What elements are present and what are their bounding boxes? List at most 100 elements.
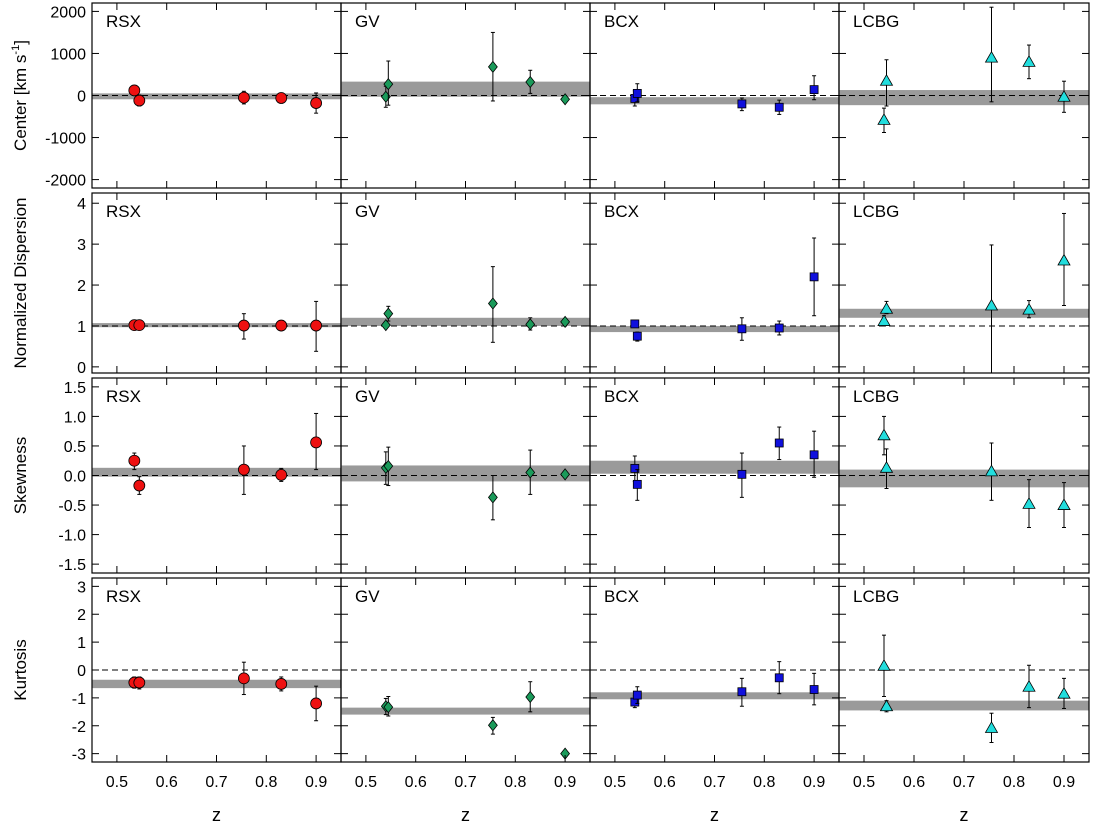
panel-rsx-row-3: RSX <box>91 577 342 763</box>
x-axis-label: z <box>212 805 221 825</box>
panel-label-lcbg: LCBG <box>853 387 899 406</box>
data-point-bcx <box>774 673 784 683</box>
confidence-band <box>590 325 839 333</box>
data-point-lcbg <box>1022 497 1036 509</box>
data-point-lcbg <box>879 301 894 314</box>
data-point-gv <box>525 466 536 479</box>
panel-label-rsx: RSX <box>106 387 141 406</box>
data-point-gv <box>487 60 498 74</box>
y-axis-label: Skewness <box>11 437 30 514</box>
panel-content <box>839 212 1089 373</box>
y-tick-label: 0 <box>77 663 86 680</box>
data-point-gv <box>560 468 571 481</box>
panel-label-rsx: RSX <box>106 587 141 606</box>
panel-label-lcbg: LCBG <box>853 587 899 606</box>
y-tick-label: 1000 <box>50 46 86 63</box>
data-point-bcx <box>774 102 784 112</box>
x-tick-label: 0.6 <box>156 774 178 791</box>
data-point-lcbg <box>877 113 891 125</box>
y-tick-label: 1 <box>77 635 86 652</box>
data-point-bcx <box>809 272 819 282</box>
x-tick-label: 0.9 <box>803 774 825 791</box>
data-point-bcx <box>809 685 819 694</box>
panel-label-bcx: BCX <box>604 202 639 221</box>
panel-lcbg-row-0: LCBG <box>838 2 1090 189</box>
panel-lcbg-row-1: LCBG <box>838 192 1090 374</box>
y-axis-label-main: Normalized Dispersion <box>11 197 30 368</box>
confidence-band <box>590 460 839 474</box>
y-tick-label: 2 <box>77 607 86 624</box>
panel-content <box>839 634 1089 743</box>
x-axis-label: z <box>710 805 719 825</box>
data-point-rsx <box>275 469 288 481</box>
panel-label-rsx: RSX <box>106 12 141 31</box>
y-tick-label: 2 <box>77 278 86 295</box>
y-tick-label: 1.5 <box>64 380 86 397</box>
data-point-gv <box>383 78 394 91</box>
confidence-band <box>92 93 341 100</box>
data-point-lcbg <box>984 464 999 477</box>
data-point-lcbg <box>877 428 891 441</box>
x-tick-label: 0.8 <box>255 774 277 791</box>
data-point-gv <box>525 690 536 704</box>
confidence-band <box>839 700 1089 711</box>
y-tick-label: -2000 <box>45 173 86 190</box>
data-point-bcx <box>630 319 640 329</box>
confidence-band <box>590 97 839 105</box>
panel-bcx-row-3: BCX <box>589 577 840 763</box>
panel-content <box>590 237 839 342</box>
panel-content <box>590 426 839 501</box>
data-point-bcx <box>630 464 640 473</box>
panel-label-bcx: BCX <box>604 387 639 406</box>
panel-content <box>341 31 590 108</box>
data-point-bcx <box>809 450 819 460</box>
data-point-bcx <box>737 687 747 697</box>
x-tick-label: 0.9 <box>1053 774 1075 791</box>
y-tick-label: 3 <box>77 579 86 596</box>
data-point-lcbg <box>1057 89 1071 102</box>
data-point-gv <box>487 297 498 310</box>
y-tick-label: -1.5 <box>58 557 86 574</box>
panel-content <box>92 412 341 495</box>
y-axis-label-close: ] <box>11 40 30 45</box>
panel-content <box>92 300 341 352</box>
confidence-band <box>590 692 839 700</box>
panel-content <box>590 75 839 115</box>
x-tick-label: 0.6 <box>405 774 427 791</box>
panel-gv-row-2: GV <box>340 377 591 574</box>
confidence-band <box>92 323 341 328</box>
data-point-rsx <box>310 436 323 449</box>
y-axis-label-main: Kurtosis <box>11 639 30 700</box>
y-tick-label: 0.5 <box>64 439 86 456</box>
y-tick-label: 4 <box>77 196 86 213</box>
data-point-lcbg <box>1057 686 1071 699</box>
x-tick-label: 0.7 <box>205 774 227 791</box>
data-point-lcbg <box>1022 679 1036 692</box>
data-point-gv <box>487 719 498 732</box>
data-point-bcx <box>632 479 642 489</box>
data-point-gv <box>383 700 394 714</box>
data-point-lcbg <box>1057 253 1071 266</box>
panel-bcx-row-0: BCX <box>589 2 840 189</box>
confidence-band <box>341 707 590 715</box>
x-axis-label: z <box>461 805 470 825</box>
panel-content <box>92 84 341 114</box>
data-point-rsx <box>133 676 146 689</box>
confidence-band <box>341 317 590 326</box>
data-point-rsx <box>128 454 141 467</box>
panel-label-lcbg: LCBG <box>853 12 899 31</box>
panel-label-rsx: RSX <box>106 202 141 221</box>
row-0: RSX GV BCX LCBG -2000 -1000 0 1000 2000 Center [k… <box>10 2 1090 190</box>
x-tick-label: 0.8 <box>504 774 526 791</box>
data-point-rsx <box>310 697 323 710</box>
x-tick-label: 0.7 <box>703 774 725 791</box>
panel-content <box>92 661 341 722</box>
data-point-gv <box>383 307 394 320</box>
y-tick-label: 0 <box>77 89 86 106</box>
panel-gv-row-0: GV <box>340 2 591 189</box>
y-tick-label: 3 <box>77 237 86 254</box>
data-point-lcbg <box>984 298 999 311</box>
y-tick-label: -0.5 <box>58 498 86 515</box>
x-tick-label: 0.8 <box>1003 774 1025 791</box>
